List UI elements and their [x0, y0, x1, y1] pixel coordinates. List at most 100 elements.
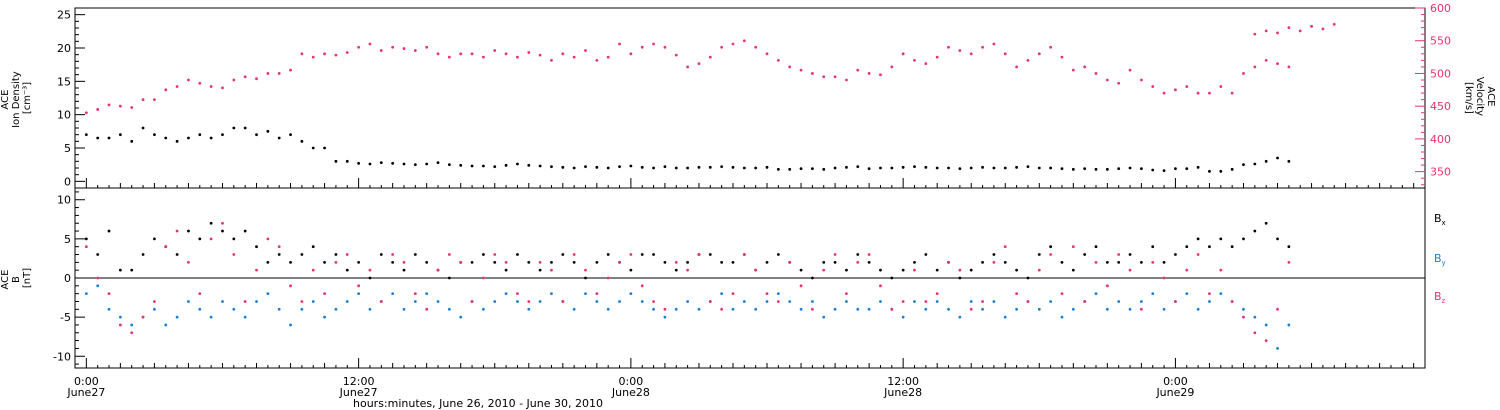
bz-point	[221, 221, 224, 225]
density-point	[720, 165, 724, 169]
velocity-point	[1253, 65, 1257, 69]
density-point	[289, 133, 292, 137]
date-tick-label: June28	[611, 386, 650, 399]
density-point	[935, 166, 939, 170]
density-point	[663, 165, 667, 169]
bx-point	[924, 253, 928, 256]
velocity-point	[118, 104, 122, 108]
density-point	[1083, 167, 1087, 171]
velocity-point	[391, 45, 395, 49]
bz-point	[1174, 300, 1177, 303]
velocity-point	[1037, 52, 1041, 56]
density-point	[1242, 163, 1245, 167]
bx-point	[1003, 260, 1007, 264]
velocity-point	[130, 106, 134, 109]
by-point	[323, 315, 326, 319]
density-point	[947, 166, 950, 170]
by-point	[640, 300, 644, 303]
velocity-point	[776, 58, 780, 62]
date-tick-label: June28	[883, 386, 922, 399]
by-point	[618, 300, 621, 303]
density-point	[277, 136, 281, 140]
by-point	[776, 292, 780, 296]
by-point	[425, 292, 429, 296]
bz-point	[629, 253, 633, 256]
velocity-point	[652, 42, 655, 46]
bz-point	[255, 268, 258, 272]
density-tick-label: 10	[57, 109, 71, 122]
bz-point	[550, 268, 553, 272]
bx-point	[765, 260, 769, 264]
bz-point	[357, 284, 361, 288]
time-tick-label: 0:00	[74, 375, 99, 388]
field-axis-label-line-3: [nT]	[22, 268, 33, 288]
bz-point	[833, 253, 837, 256]
velocity-point	[969, 52, 973, 56]
bx-point	[1049, 245, 1053, 249]
bx-point	[1139, 260, 1143, 264]
by-point	[1003, 315, 1007, 319]
by-point	[198, 307, 202, 311]
velocity-point	[1253, 32, 1257, 36]
density-axis-label: ACE Ion Density [cm⁻³]	[0, 68, 33, 128]
bz-point	[561, 300, 565, 303]
density-point	[958, 167, 962, 171]
density-point	[799, 167, 803, 171]
density-point	[1264, 159, 1268, 163]
velocity-point	[209, 85, 213, 88]
density-point	[776, 167, 780, 171]
velocity-point	[913, 58, 916, 62]
bz-point	[470, 300, 474, 303]
density-tick-label: 20	[57, 42, 71, 55]
density-point	[1208, 169, 1211, 173]
bx-point	[84, 237, 88, 241]
bz-point	[731, 292, 735, 296]
field-axis-label-line-2: B	[11, 276, 22, 283]
density-point	[379, 161, 383, 165]
bx-point	[992, 253, 996, 256]
density-point	[890, 166, 894, 170]
density-point	[1174, 167, 1177, 171]
bz-point	[447, 253, 451, 256]
by-point	[436, 300, 440, 303]
by-point	[1071, 307, 1075, 311]
density-point	[447, 163, 451, 167]
by-point	[413, 300, 417, 303]
density-axis-label-line-1: ACE	[0, 90, 11, 110]
bx-point	[482, 253, 485, 256]
density-point	[368, 162, 372, 166]
bx-point	[1242, 237, 1245, 241]
bz-point	[334, 260, 338, 264]
by-point	[164, 323, 168, 327]
bz-point	[311, 268, 315, 272]
bz-series	[84, 221, 1291, 343]
density-point	[1037, 166, 1041, 170]
velocity-point	[833, 75, 837, 79]
by-point	[527, 307, 531, 311]
density-point	[187, 136, 190, 140]
bz-point	[527, 300, 531, 303]
velocity-point	[1151, 85, 1155, 88]
velocity-point	[1174, 88, 1177, 92]
velocity-tick-label: 400	[1430, 133, 1451, 146]
bx-point	[107, 229, 111, 233]
density-point	[1162, 169, 1166, 173]
velocity-point	[277, 72, 281, 75]
by-point	[663, 315, 667, 319]
bz-point	[266, 237, 270, 241]
bx-point	[1117, 260, 1121, 264]
bx-point	[266, 260, 270, 264]
bz-point	[799, 284, 803, 288]
velocity-point	[504, 52, 508, 56]
by-point	[1094, 292, 1098, 296]
velocity-point	[198, 81, 202, 85]
bz-point	[1162, 276, 1166, 280]
field-tick-label: 10	[57, 194, 71, 207]
velocity-point	[935, 55, 939, 59]
bz-point	[436, 268, 440, 272]
by-point	[84, 292, 88, 296]
by-point	[153, 307, 156, 311]
bz-point	[425, 307, 429, 311]
bx-point	[1230, 245, 1234, 249]
by-point	[686, 300, 690, 303]
